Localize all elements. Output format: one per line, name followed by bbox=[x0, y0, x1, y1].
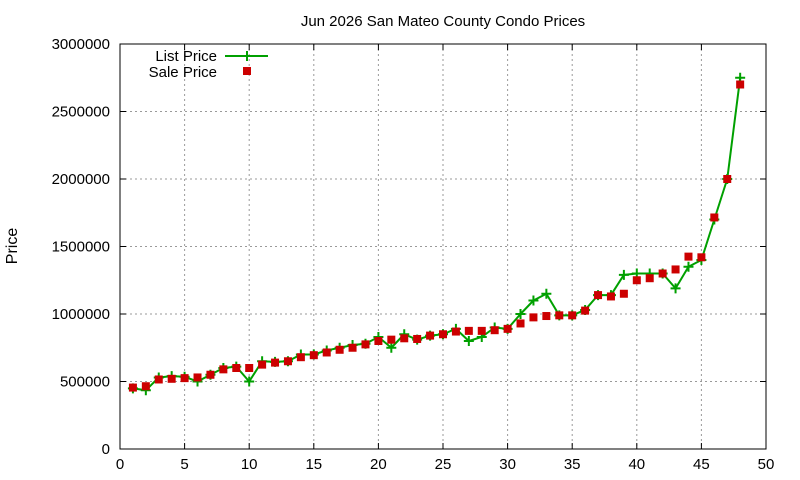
sale-price-point bbox=[283, 357, 292, 366]
series-layer bbox=[127, 72, 746, 396]
sale-price-point bbox=[736, 80, 745, 89]
sale-price-point bbox=[271, 358, 280, 367]
sale-price-point bbox=[503, 324, 512, 333]
sale-price-point bbox=[296, 353, 305, 362]
x-tick-label: 35 bbox=[564, 456, 581, 473]
y-tick-label: 0 bbox=[102, 441, 110, 458]
legend: List Price Sale Price bbox=[149, 48, 268, 81]
chart-title: Jun 2026 San Mateo County Condo Prices bbox=[301, 13, 585, 30]
sale-price-point bbox=[477, 326, 486, 335]
sale-price-point bbox=[684, 252, 693, 261]
sale-price-point bbox=[710, 213, 719, 222]
sale-price-point bbox=[490, 326, 499, 335]
sale-price-point bbox=[400, 334, 409, 343]
sale-price-point bbox=[645, 274, 654, 283]
list-price-point bbox=[244, 376, 255, 387]
list-price-point bbox=[386, 342, 397, 353]
list-price-point bbox=[683, 261, 694, 272]
sale-price-point bbox=[619, 289, 628, 298]
sale-price-point bbox=[309, 351, 318, 360]
sale-price-point bbox=[361, 340, 370, 349]
sale-price-point bbox=[180, 374, 189, 383]
ticks-layer: 0 5 10 15 20 25 30 35 40 45 50 0 500000 1000000 150000… bbox=[52, 36, 775, 473]
x-tick-label: 30 bbox=[499, 456, 516, 473]
sale-price-point bbox=[413, 334, 422, 343]
sale-price-point bbox=[555, 311, 564, 320]
sale-price-point bbox=[697, 253, 706, 262]
sale-price-point bbox=[568, 311, 577, 320]
sale-price-point bbox=[322, 348, 331, 357]
sale-price-point bbox=[542, 312, 551, 321]
sale-price-point bbox=[335, 345, 344, 354]
sale-price-point bbox=[671, 265, 680, 274]
sale-price-point bbox=[206, 370, 215, 379]
sale-price-point bbox=[594, 291, 603, 300]
y-axis-label: Price bbox=[4, 228, 21, 265]
legend-marker-sale-price bbox=[243, 67, 251, 75]
series-line-list-price bbox=[132, 77, 742, 392]
sale-price-point bbox=[232, 364, 241, 372]
x-tick-label: 45 bbox=[693, 456, 710, 473]
x-tick-label: 50 bbox=[758, 456, 775, 473]
sale-price-point bbox=[141, 382, 150, 391]
sale-price-point bbox=[723, 175, 732, 183]
x-tick-label: 40 bbox=[628, 456, 645, 473]
sale-price-point bbox=[516, 319, 525, 328]
sale-price-point bbox=[464, 326, 473, 335]
sale-price-point bbox=[167, 374, 176, 383]
grid-layer bbox=[120, 44, 766, 449]
y-tick-label: 500000 bbox=[60, 374, 110, 391]
x-tick-label: 5 bbox=[180, 456, 188, 473]
legend-label-list-price: List Price bbox=[155, 48, 217, 65]
list-price-point bbox=[618, 269, 629, 280]
sale-price-point bbox=[632, 276, 641, 285]
sale-price-point bbox=[606, 292, 615, 301]
list-price-point bbox=[670, 283, 681, 294]
y-tick-label: 1500000 bbox=[52, 239, 110, 256]
sale-price-point bbox=[529, 313, 538, 322]
x-tick-label: 20 bbox=[370, 456, 387, 473]
sale-price-point bbox=[439, 330, 447, 339]
y-tick-label: 1000000 bbox=[52, 306, 110, 323]
sale-price-point bbox=[219, 365, 228, 374]
sale-price-point bbox=[128, 383, 137, 392]
sale-price-point bbox=[154, 375, 163, 384]
y-tick-label: 3000000 bbox=[52, 36, 110, 53]
x-tick-label: 0 bbox=[116, 456, 124, 473]
x-tick-label: 10 bbox=[241, 456, 258, 473]
sale-price-point bbox=[193, 373, 202, 382]
sale-price-point bbox=[245, 364, 254, 372]
sale-price-point bbox=[451, 327, 460, 336]
list-price-point bbox=[515, 309, 526, 319]
sale-price-point bbox=[658, 269, 667, 278]
legend-label-sale-price: Sale Price bbox=[149, 64, 217, 81]
sale-price-point bbox=[387, 335, 396, 344]
x-tick-label: 15 bbox=[305, 456, 322, 473]
y-tick-label: 2000000 bbox=[52, 171, 110, 188]
sale-price-point bbox=[258, 360, 267, 369]
list-price-point bbox=[463, 336, 474, 346]
legend-marker-list-price bbox=[242, 51, 252, 61]
sale-price-point bbox=[374, 337, 383, 345]
sale-price-point bbox=[348, 343, 357, 352]
y-tick-label: 2500000 bbox=[52, 104, 110, 121]
x-tick-label: 25 bbox=[435, 456, 452, 473]
sale-price-point bbox=[426, 331, 435, 340]
sale-price-point bbox=[581, 306, 590, 315]
list-price-point bbox=[528, 295, 539, 306]
list-price-point bbox=[541, 288, 552, 299]
